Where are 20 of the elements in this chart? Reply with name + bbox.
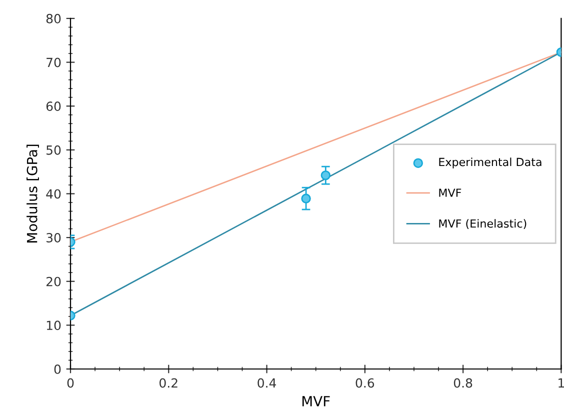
y-tick-label: 40 — [46, 189, 61, 199]
y-tick-label: 60 — [46, 102, 61, 112]
y-tick-label: 10 — [46, 320, 61, 330]
y-tick-label: 50 — [46, 145, 61, 155]
y-tick-label: 30 — [46, 233, 61, 242]
x-tick-label: 0 — [67, 378, 74, 388]
legend-label: MVF — [439, 188, 462, 197]
x-tick-label: 1 — [558, 378, 564, 388]
legend-label: Experimental Data — [439, 158, 542, 168]
y-tick-label: 0 — [54, 364, 61, 374]
y-tick-label: 70 — [46, 58, 61, 68]
legend-label: MVF (Einelastic) — [439, 219, 526, 230]
y-tick-label: 80 — [46, 14, 61, 24]
x-tick-label: 0.2 — [160, 378, 178, 388]
x-axis-title: MVF — [302, 396, 330, 406]
x-tick-label: 0.6 — [356, 378, 374, 388]
y-tick-label: 20 — [46, 276, 61, 286]
x-tick-label: 0.4 — [258, 378, 276, 388]
y-axis-title: Modulus [GPa] — [26, 144, 39, 242]
x-tick-label: 0.8 — [454, 378, 472, 388]
